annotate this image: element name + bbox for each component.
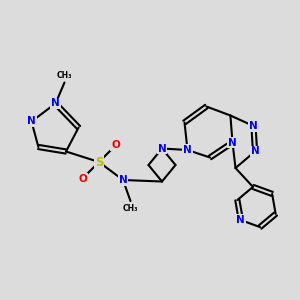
Text: N: N — [249, 121, 258, 131]
Text: N: N — [118, 175, 127, 185]
Text: N: N — [236, 215, 245, 225]
Text: N: N — [158, 143, 166, 154]
Text: O: O — [78, 173, 87, 184]
Text: S: S — [95, 155, 103, 169]
Text: CH₃: CH₃ — [123, 204, 138, 213]
Text: N: N — [228, 137, 237, 148]
Text: N: N — [27, 116, 36, 127]
Text: N: N — [183, 145, 192, 155]
Text: N: N — [250, 146, 260, 157]
Text: N: N — [51, 98, 60, 109]
Text: CH₃: CH₃ — [57, 70, 72, 80]
Text: O: O — [111, 140, 120, 151]
